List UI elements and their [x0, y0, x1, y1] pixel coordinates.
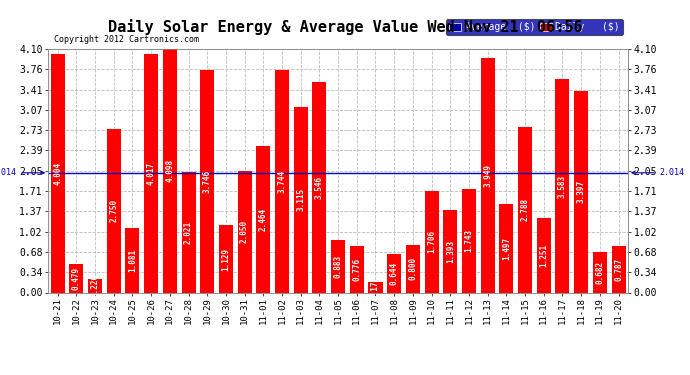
Text: 1.251: 1.251: [540, 244, 549, 267]
Text: 2.464: 2.464: [259, 208, 268, 231]
Text: 3.949: 3.949: [483, 164, 492, 187]
Bar: [611, 246, 626, 292]
Text: 0.172: 0.172: [371, 276, 380, 299]
Text: 3.744: 3.744: [277, 170, 286, 193]
Bar: [537, 218, 551, 292]
Text: 3.746: 3.746: [203, 170, 212, 193]
Bar: [331, 240, 345, 292]
Bar: [443, 210, 457, 292]
Bar: [50, 54, 65, 292]
Text: 2.014: 2.014: [632, 168, 684, 177]
Bar: [237, 171, 252, 292]
Text: 0.682: 0.682: [595, 261, 604, 284]
Text: 0.883: 0.883: [333, 255, 343, 278]
Bar: [481, 58, 495, 292]
Text: 2.750: 2.750: [109, 199, 118, 222]
Text: 2.788: 2.788: [520, 198, 529, 221]
Text: 1.743: 1.743: [464, 229, 473, 252]
Bar: [518, 127, 532, 292]
Bar: [368, 282, 382, 292]
Bar: [181, 172, 195, 292]
Text: 4.098: 4.098: [166, 159, 175, 182]
Bar: [387, 254, 401, 292]
Text: 0.776: 0.776: [353, 258, 362, 281]
Bar: [313, 82, 326, 292]
Bar: [574, 90, 588, 292]
Text: 1.393: 1.393: [446, 240, 455, 262]
Bar: [555, 80, 569, 292]
Text: 0.787: 0.787: [614, 258, 623, 280]
Bar: [88, 279, 102, 292]
Bar: [462, 189, 476, 292]
Bar: [219, 225, 233, 292]
Bar: [593, 252, 607, 292]
Bar: [163, 49, 177, 292]
Bar: [275, 70, 289, 292]
Bar: [350, 246, 364, 292]
Text: 2.050: 2.050: [240, 220, 249, 243]
Text: Copyright 2012 Cartronics.com: Copyright 2012 Cartronics.com: [54, 35, 199, 44]
Text: 4.017: 4.017: [147, 162, 156, 184]
Bar: [500, 204, 513, 292]
Bar: [294, 107, 308, 292]
Bar: [256, 146, 270, 292]
Text: 2.021: 2.021: [184, 221, 193, 244]
Text: 4.004: 4.004: [53, 162, 62, 185]
Bar: [424, 191, 439, 292]
Bar: [126, 228, 139, 292]
Text: 0.226: 0.226: [90, 274, 99, 297]
Text: 0.479: 0.479: [72, 267, 81, 290]
Bar: [200, 70, 214, 292]
Legend: Average  ($), Daily   ($): Average ($), Daily ($): [446, 20, 623, 35]
Text: 3.546: 3.546: [315, 176, 324, 199]
Text: 1.129: 1.129: [221, 248, 230, 270]
Text: 0.644: 0.644: [390, 262, 399, 285]
Text: 1.081: 1.081: [128, 249, 137, 272]
Text: 3.583: 3.583: [558, 174, 567, 198]
Bar: [107, 129, 121, 292]
Text: 2.014: 2.014: [0, 168, 44, 177]
Text: 3.397: 3.397: [577, 180, 586, 203]
Text: 0.800: 0.800: [408, 257, 417, 280]
Text: 1.497: 1.497: [502, 237, 511, 260]
Bar: [69, 264, 83, 292]
Bar: [406, 245, 420, 292]
Text: 1.706: 1.706: [427, 230, 436, 254]
Text: Daily Solar Energy & Average Value Wed Nov 21  06:56: Daily Solar Energy & Average Value Wed N…: [108, 19, 582, 35]
Bar: [144, 54, 158, 292]
Text: 3.115: 3.115: [296, 188, 305, 211]
